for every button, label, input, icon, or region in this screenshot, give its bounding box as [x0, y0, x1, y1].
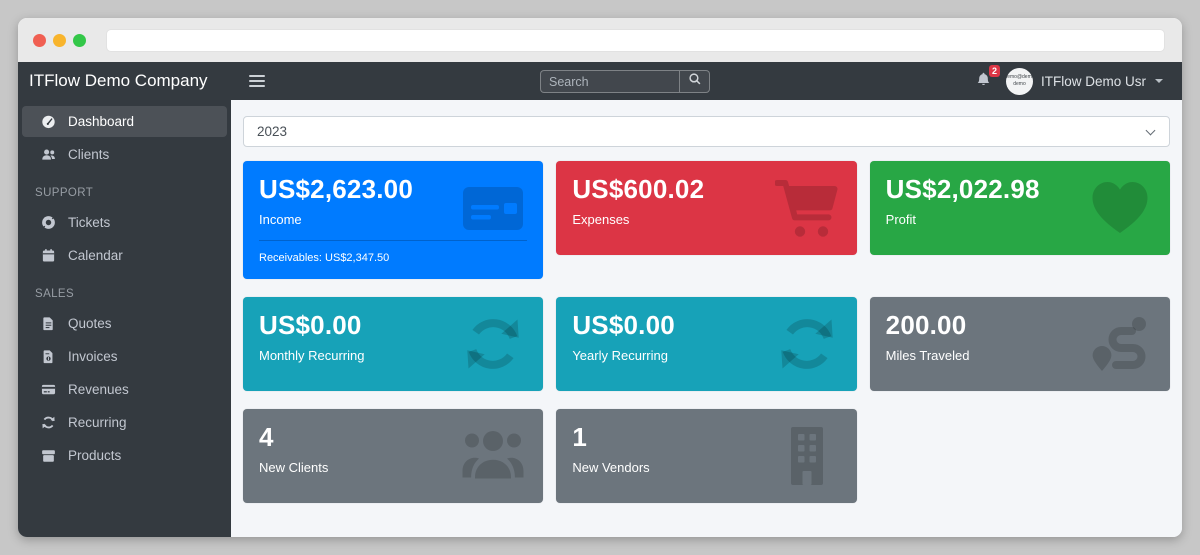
- profit-label: Profit: [885, 212, 916, 228]
- expenses-card: US$600.02 Expenses: [556, 161, 857, 255]
- menu-toggle-icon[interactable]: [247, 71, 267, 91]
- shopping-cart-icon: [773, 176, 839, 240]
- credit-card-icon: [461, 176, 525, 240]
- calendar-icon: [37, 248, 59, 263]
- life-ring-icon: [37, 215, 59, 230]
- brand-title: ITFlow Demo Company: [29, 71, 208, 90]
- expenses-value: US$600.02: [572, 174, 705, 204]
- new-vendors-label: New Vendors: [572, 460, 650, 476]
- sync-icon: [37, 415, 59, 430]
- income-value: US$2,623.00: [259, 174, 413, 204]
- bell-icon: [976, 72, 991, 91]
- miles-traveled-value: 200.00: [885, 310, 967, 341]
- income-label: Income: [259, 212, 302, 228]
- income-footer: Receivables: US$2,347.50: [259, 252, 390, 265]
- sidebar-item-label: Revenues: [68, 382, 129, 397]
- sidebar-item-label: Calendar: [68, 248, 123, 263]
- new-vendors-value: 1: [572, 422, 587, 453]
- sidebar-item-label: Invoices: [68, 349, 118, 364]
- file-lines-icon: [37, 316, 59, 331]
- sidebar-nav: Dashboard Clients SUPPORT Tickets: [18, 100, 231, 473]
- address-bar[interactable]: [106, 28, 1165, 52]
- monthly-recurring-card: US$0.00 Monthly Recurring: [243, 297, 544, 392]
- sidebar-item-dashboard[interactable]: Dashboard: [22, 106, 227, 137]
- sidebar-heading-support: SUPPORT: [35, 187, 94, 199]
- search-input[interactable]: [540, 70, 679, 93]
- chevron-down-icon: [1145, 125, 1156, 135]
- search-icon: [688, 72, 702, 91]
- close-window-button[interactable]: [33, 33, 46, 47]
- income-divider: [259, 240, 528, 242]
- cards-grid: US$2,623.00 Income Receivables: US$2,347…: [243, 161, 1170, 504]
- miles-traveled-card: 200.00 Miles Traveled: [869, 297, 1170, 392]
- year-select-value: 2023: [257, 124, 288, 139]
- profit-card: US$2,022.98 Profit: [869, 161, 1170, 255]
- users-icon: [37, 147, 59, 162]
- profit-value: US$2,022.98: [885, 174, 1040, 204]
- file-invoice-dollar-icon: [37, 349, 59, 364]
- app-frame: ITFlow Demo Company Dashboard Clients SU…: [18, 62, 1182, 537]
- yearly-recurring-label: Yearly Recurring: [572, 348, 668, 364]
- avatar-text: demo@demo: [1006, 74, 1033, 81]
- sidebar-item-recurring[interactable]: Recurring: [22, 407, 227, 438]
- users-icon: [461, 424, 525, 488]
- minimize-window-button[interactable]: [53, 33, 66, 47]
- avatar: demo@demo demo: [1005, 67, 1033, 95]
- maximize-window-button[interactable]: [73, 33, 86, 47]
- dashboard: 2023 US$2,623.00 Income Receivables: US$…: [231, 100, 1182, 537]
- sidebar-item-clients[interactable]: Clients: [22, 139, 227, 170]
- sync-icon: [461, 312, 525, 376]
- miles-traveled-label: Miles Traveled: [885, 348, 970, 364]
- navbar-right: 2 demo@demo demo ITFlow Demo Usr: [974, 64, 1163, 95]
- sidebar: ITFlow Demo Company Dashboard Clients SU…: [18, 62, 231, 537]
- tachometer-icon: [37, 114, 59, 129]
- user-name: ITFlow Demo Usr: [1040, 73, 1146, 89]
- new-clients-card: 4 New Clients: [243, 409, 544, 504]
- route-icon: [1088, 312, 1152, 376]
- notifications-button[interactable]: 2: [974, 64, 1000, 94]
- avatar-text: demo: [1013, 81, 1026, 87]
- expenses-label: Expenses: [572, 212, 630, 228]
- sidebar-item-label: Dashboard: [68, 114, 135, 129]
- yearly-recurring-value: US$0.00: [572, 310, 675, 341]
- sidebar-item-label: Products: [68, 448, 122, 463]
- sidebar-item-products[interactable]: Products: [22, 440, 227, 471]
- sidebar-item-label: Tickets: [68, 215, 111, 230]
- user-menu[interactable]: demo@demo demo ITFlow Demo Usr: [1005, 67, 1163, 95]
- box-icon: [37, 448, 59, 463]
- browser-chrome: [18, 18, 1182, 62]
- sidebar-item-label: Quotes: [68, 316, 112, 331]
- sidebar-item-tickets[interactable]: Tickets: [22, 207, 227, 238]
- main-column: 2 demo@demo demo ITFlow Demo Usr 202: [231, 62, 1182, 537]
- sidebar-item-revenues[interactable]: Revenues: [22, 374, 227, 405]
- sidebar-item-quotes[interactable]: Quotes: [22, 308, 227, 339]
- income-card: US$2,623.00 Income Receivables: US$2,347…: [243, 161, 544, 280]
- building-icon: [775, 424, 839, 488]
- search-button[interactable]: [679, 70, 710, 93]
- monthly-recurring-label: Monthly Recurring: [259, 348, 365, 364]
- navbar-search: [540, 70, 710, 93]
- sidebar-item-calendar[interactable]: Calendar: [22, 240, 227, 271]
- heart-icon: [1088, 176, 1152, 240]
- sync-icon: [775, 312, 839, 376]
- new-clients-label: New Clients: [259, 460, 329, 476]
- sidebar-item-invoices[interactable]: Invoices: [22, 341, 227, 372]
- sidebar-heading-sales: SALES: [35, 288, 75, 300]
- notification-badge: 2: [988, 64, 1000, 77]
- browser-window: ITFlow Demo Company Dashboard Clients SU…: [18, 18, 1182, 537]
- sidebar-item-label: Clients: [68, 147, 110, 162]
- chevron-down-icon: [1155, 79, 1163, 83]
- new-vendors-card: 1 New Vendors: [556, 409, 857, 504]
- top-navbar: 2 demo@demo demo ITFlow Demo Usr: [231, 62, 1182, 100]
- new-clients-value: 4: [259, 422, 274, 453]
- credit-card-icon: [37, 382, 59, 397]
- sidebar-item-label: Recurring: [68, 415, 127, 430]
- monthly-recurring-value: US$0.00: [259, 310, 362, 341]
- year-select[interactable]: 2023: [243, 116, 1170, 147]
- yearly-recurring-card: US$0.00 Yearly Recurring: [556, 297, 857, 392]
